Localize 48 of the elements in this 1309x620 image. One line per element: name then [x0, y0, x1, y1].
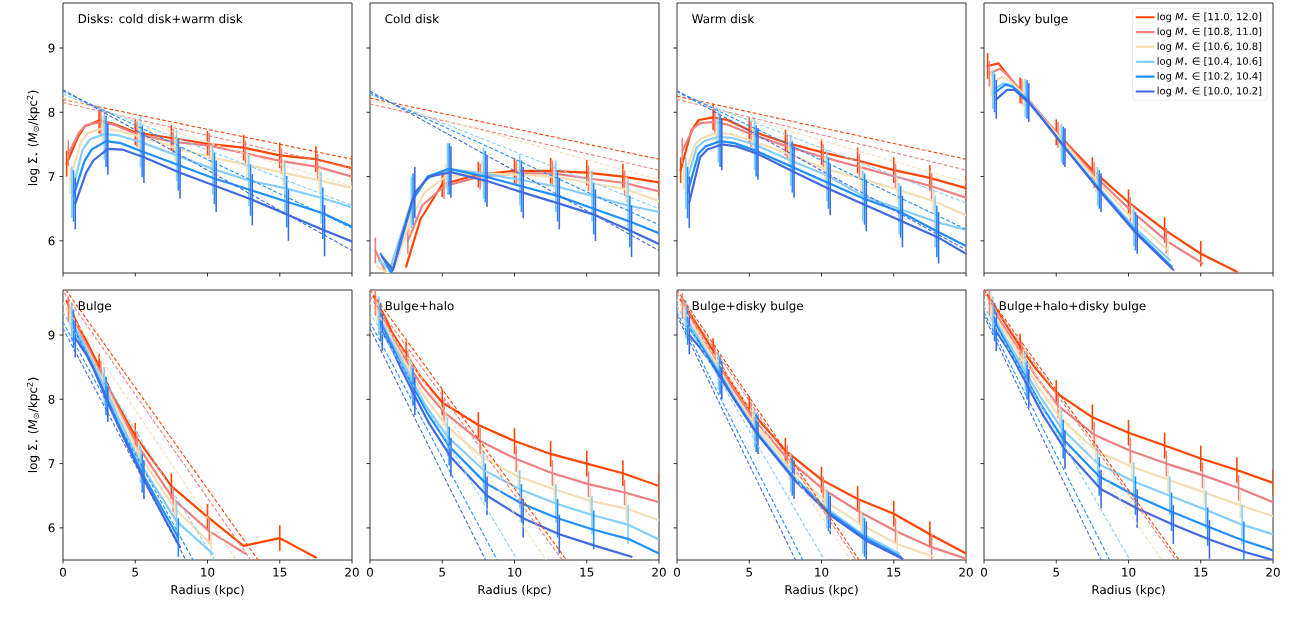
x-axis-title: Radius (kpc) [785, 584, 858, 597]
text: Bulge+halo [385, 301, 454, 313]
text: Warm disk [692, 14, 755, 24]
x-tick-label: 10 [201, 567, 215, 577]
y-tick-label: 9 [48, 43, 55, 53]
legend-label: log M$_{⋆}$ ∈ [11.0, 12.0] [1157, 12, 1262, 23]
legend-label: log M$_{⋆}$ ∈ [10.2, 10.4] [1157, 71, 1262, 82]
x-axis-title: Radius (kpc) [171, 584, 244, 597]
text: Bulge [78, 301, 112, 313]
x-tick-label: 0 [673, 567, 681, 577]
x-axis-title: Radius (kpc) [1092, 584, 1165, 597]
x-tick-label: 15 [1194, 567, 1208, 577]
text: Disks: cold disk+warm disk [78, 14, 243, 24]
x-tick-label: 5 [1053, 567, 1060, 577]
x-tick-label: 15 [580, 567, 594, 577]
y-tick-label: 9 [48, 330, 55, 340]
x-tick-label: 5 [746, 567, 753, 577]
x-tick-label: 0 [366, 567, 374, 577]
y-tick-label: 6 [48, 236, 55, 246]
x-tick-label: 10 [1122, 567, 1136, 577]
x-tick-label: 20 [345, 567, 359, 577]
y-tick-label: 8 [48, 107, 55, 117]
x-tick-label: 10 [508, 567, 522, 577]
text: Bulge+disky bulge [692, 301, 804, 313]
legend-label: log M$_{⋆}$ ∈ [10.4, 10.6] [1157, 57, 1262, 67]
text: Disky bulge [999, 14, 1068, 26]
y-axis-title: log Σ$_{⋆}$ (M$_{⊙}$/kpc$^{2}$) [26, 377, 40, 473]
x-tick-label: 0 [59, 567, 67, 577]
x-tick-label: 20 [1266, 567, 1280, 577]
x-tick-label: 20 [959, 567, 973, 577]
y-tick-label: 7 [48, 172, 55, 181]
x-tick-label: 10 [815, 567, 829, 577]
y-tick-label: 6 [48, 523, 55, 533]
text: Bulge+halo+disky bulge [999, 301, 1146, 313]
legend-label: log M$_{⋆}$ ∈ [10.0, 10.2] [1157, 86, 1262, 97]
y-axis-title: log Σ$_{⋆}$ (M$_{⊙}$/kpc$^{2}$) [26, 90, 40, 186]
x-axis-title: Radius (kpc) [478, 584, 551, 597]
x-tick-label: 15 [887, 567, 901, 577]
legend-label: log M$_{⋆}$ ∈ [10.8, 11.0] [1157, 27, 1262, 38]
x-tick-label: 15 [273, 567, 287, 577]
y-tick-label: 7 [48, 459, 55, 468]
x-tick-label: 5 [439, 567, 446, 577]
x-tick-label: 20 [652, 567, 666, 577]
x-tick-label: 5 [132, 567, 139, 577]
legend-label: log M$_{⋆}$ ∈ [10.6, 10.8] [1157, 42, 1262, 52]
x-tick-label: 0 [980, 567, 988, 577]
text: Cold disk [385, 14, 440, 24]
y-tick-label: 8 [48, 394, 55, 404]
